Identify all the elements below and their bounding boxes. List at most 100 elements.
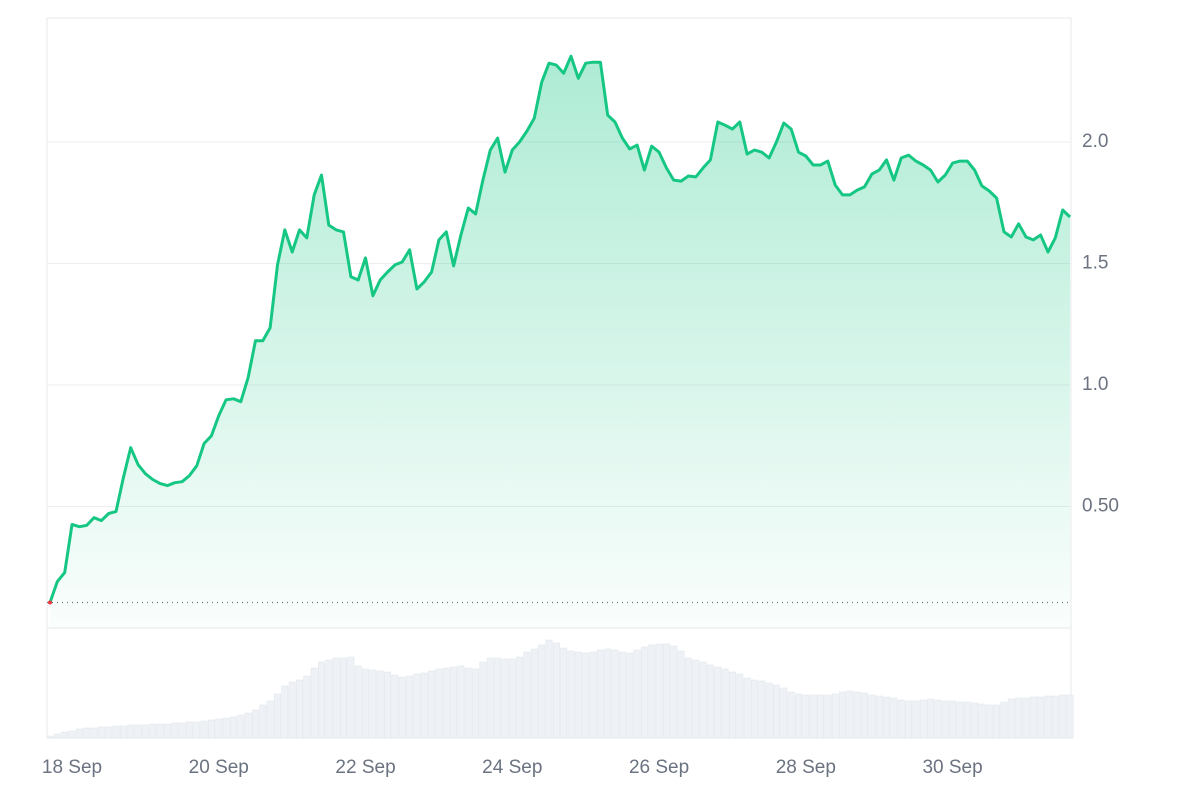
volume-bar [274, 693, 281, 739]
volume-bar [721, 668, 729, 739]
volume-bar [985, 704, 993, 739]
volume-bar [589, 651, 597, 739]
volume-bar [765, 682, 773, 739]
volume-bar [949, 700, 957, 739]
volume-bar [464, 667, 472, 739]
volume-bar [780, 687, 788, 739]
volume-bar [897, 699, 905, 739]
volume-bar [883, 696, 891, 739]
volume-bar [604, 648, 612, 739]
volume-bar [75, 728, 83, 739]
volume-bar [435, 668, 443, 739]
volume-bar [868, 694, 876, 739]
volume-bar [127, 724, 135, 739]
x-tick-label: 24 Sep [482, 757, 542, 778]
volume-bar [1066, 694, 1074, 739]
volume-bar [927, 698, 935, 739]
volume-bar [706, 664, 714, 739]
volume-bar [728, 671, 736, 739]
volume-bar [61, 731, 69, 739]
volume-bar [662, 643, 670, 739]
x-tick-label: 30 Sep [922, 757, 982, 778]
volume-bar [699, 661, 707, 739]
area [50, 56, 1070, 628]
volume-bar [193, 721, 201, 739]
x-tick-label: 22 Sep [335, 757, 395, 778]
volume-bar [750, 679, 758, 739]
volume-bar [163, 723, 171, 739]
volume-bar [288, 681, 296, 739]
volume-bar [633, 649, 641, 739]
volume-bar [296, 679, 303, 739]
volume-bar [1029, 696, 1037, 739]
volume-bar [325, 659, 333, 739]
volume-bar [149, 723, 157, 739]
volume-bar [1022, 697, 1030, 739]
volume-bar [1044, 695, 1052, 739]
volume-bar [112, 725, 120, 739]
volume-bar [68, 730, 76, 739]
volume-bar [185, 721, 193, 739]
volume-bar [905, 700, 913, 739]
volume-bar [501, 658, 509, 739]
volume-bar [303, 675, 311, 739]
volume-bar [450, 666, 458, 739]
volume-bar [839, 691, 846, 739]
volume-bar [229, 716, 237, 739]
volume-bar [567, 650, 575, 739]
volume-bar [207, 719, 215, 739]
volume-bar [934, 699, 942, 739]
volume-bar [237, 714, 245, 739]
volume-bar [222, 717, 230, 739]
volume-bar [310, 667, 318, 739]
x-tick-label: 26 Sep [629, 757, 689, 778]
volume-bar [457, 665, 465, 739]
volume-bar [156, 723, 164, 739]
volume-bar [530, 648, 538, 739]
volume-bar [545, 639, 553, 739]
volume-bar [817, 694, 824, 739]
volume-bar [971, 702, 979, 739]
volume-bar [413, 673, 421, 739]
volume-bar [743, 677, 751, 739]
volume-bar [90, 727, 98, 739]
volume-bar [802, 694, 810, 739]
volume-bar [853, 691, 861, 739]
volume-bar [640, 646, 648, 739]
volume-bar [758, 680, 766, 739]
volume-bar [332, 657, 340, 739]
volume-bar [398, 676, 406, 739]
volume-bar [618, 651, 626, 739]
volume-bar [552, 642, 560, 739]
volume-bar [861, 692, 869, 739]
volume-bar [347, 656, 355, 739]
volume-bar [1007, 698, 1015, 739]
volume-bar [97, 726, 105, 739]
volume-bar [406, 675, 414, 739]
volume-bar [714, 666, 722, 739]
volume-bar [119, 725, 127, 739]
volume-bar [677, 650, 685, 739]
volume-bar [428, 670, 436, 739]
volume-bar [479, 661, 487, 739]
volume-bar [736, 673, 744, 739]
volume-bar [787, 691, 795, 739]
volume-bar [105, 726, 113, 739]
volume-bar [362, 668, 370, 739]
volume-bar [919, 699, 927, 739]
volume-bar [472, 668, 480, 739]
volume-bar [391, 674, 399, 739]
volume-bar [83, 727, 91, 739]
volume-bar [890, 697, 898, 739]
volume-bar [1037, 696, 1045, 739]
x-tick-label: 20 Sep [189, 757, 249, 778]
volume-bar [486, 657, 494, 739]
y-tick-label: 2.0 [1082, 131, 1108, 152]
price-line [48, 54, 1072, 603]
volume-bar [684, 657, 692, 739]
volume-bar [611, 649, 619, 739]
volume-bar [251, 709, 259, 739]
volume-bar [596, 649, 604, 739]
volume-bar [318, 661, 325, 739]
volume-bar [538, 644, 546, 739]
